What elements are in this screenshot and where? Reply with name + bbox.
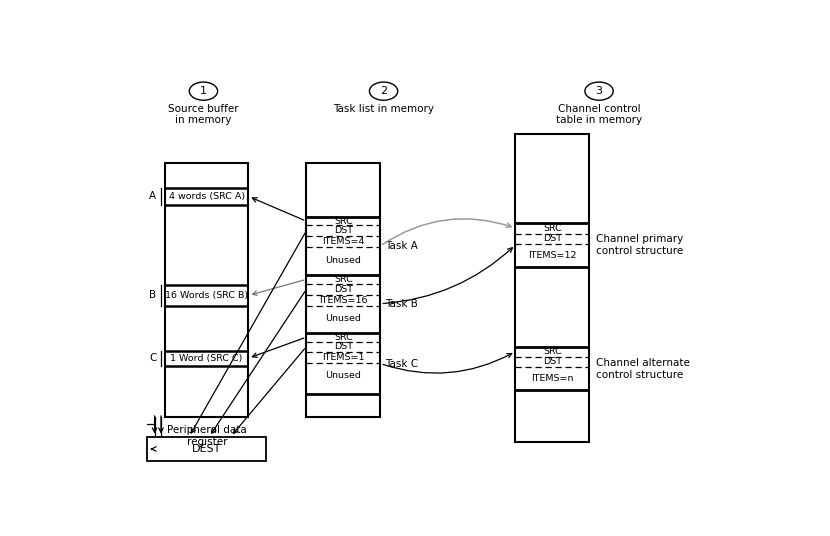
Text: SRC: SRC (543, 224, 562, 233)
Bar (165, 163, 248, 417)
Text: Channel control
table in memory: Channel control table in memory (556, 103, 642, 125)
Text: DST: DST (543, 358, 562, 367)
Text: Task A: Task A (385, 241, 418, 251)
Text: Unused: Unused (325, 256, 361, 265)
Text: ITEMS=4: ITEMS=4 (322, 237, 364, 246)
Text: 1: 1 (200, 86, 207, 96)
Text: Task B: Task B (385, 299, 418, 309)
Text: DST: DST (334, 226, 353, 235)
Text: Unused: Unused (325, 371, 361, 381)
Text: Task list in memory: Task list in memory (333, 103, 434, 114)
Text: DST: DST (334, 342, 353, 351)
Text: 16 Words (SRC B): 16 Words (SRC B) (165, 291, 248, 300)
Text: DST: DST (334, 285, 353, 294)
Text: 2: 2 (380, 86, 387, 96)
Text: ITEMS=1: ITEMS=1 (322, 353, 364, 362)
Text: SRC: SRC (334, 217, 353, 226)
Text: DEST: DEST (193, 444, 222, 454)
Text: Channel alternate
control structure: Channel alternate control structure (596, 358, 690, 379)
Text: 1 Word (SRC C): 1 Word (SRC C) (170, 354, 243, 363)
Text: Unused: Unused (325, 315, 361, 323)
Text: SRC: SRC (334, 275, 353, 284)
Text: 3: 3 (596, 86, 603, 96)
Text: Task C: Task C (385, 359, 418, 369)
Text: ITEMS=16: ITEMS=16 (319, 296, 368, 305)
Text: 4 words (SRC A): 4 words (SRC A) (168, 192, 245, 201)
Text: ITEMS=n: ITEMS=n (531, 374, 574, 383)
Text: Channel primary
control structure: Channel primary control structure (596, 234, 683, 256)
Text: Peripheral data
register: Peripheral data register (167, 425, 247, 446)
Bar (306, 163, 380, 417)
Text: A: A (149, 191, 157, 202)
Text: ITEMS=12: ITEMS=12 (528, 251, 577, 260)
Text: Source buffer
in memory: Source buffer in memory (168, 103, 239, 125)
Text: C: C (149, 353, 157, 363)
Bar (515, 135, 589, 442)
Text: SRC: SRC (543, 347, 562, 356)
Text: SRC: SRC (334, 333, 353, 341)
Text: B: B (149, 291, 157, 301)
Text: DST: DST (543, 234, 562, 243)
Bar (148, 437, 266, 461)
